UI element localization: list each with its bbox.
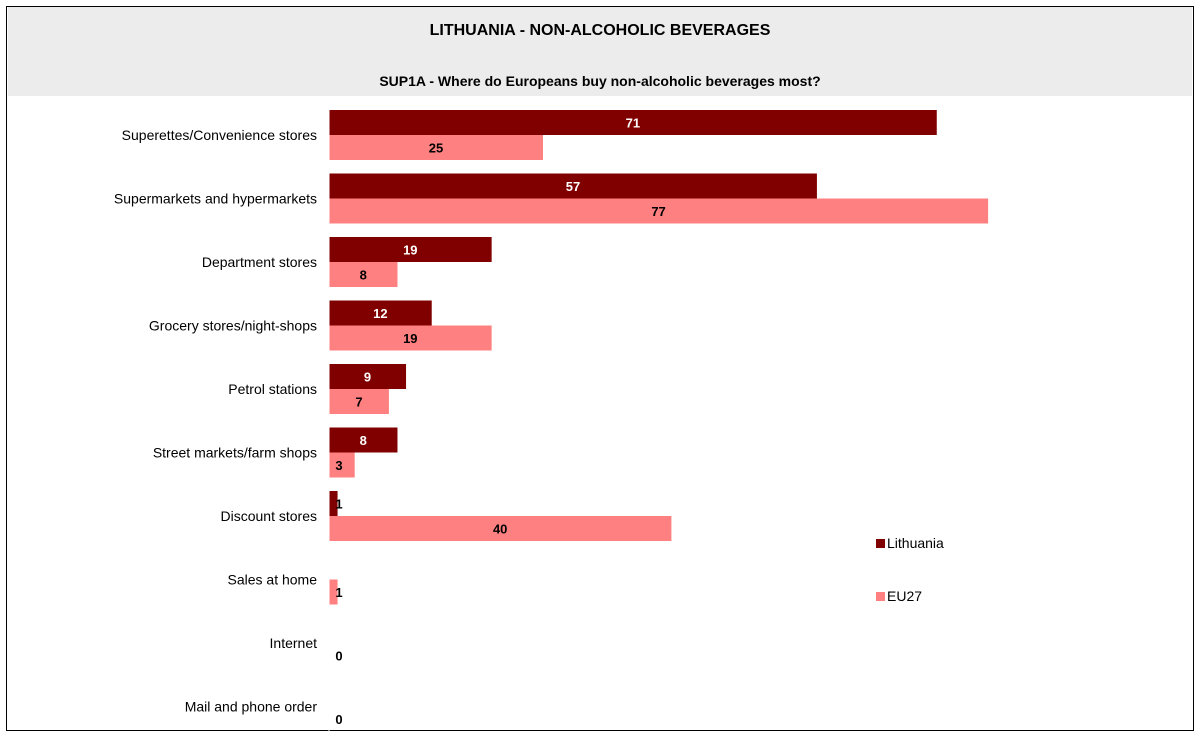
category-label: Mail and phone order	[185, 699, 318, 715]
bar-eu27	[329, 516, 672, 541]
bar-lithuania	[329, 491, 338, 516]
value-label: 8	[360, 268, 367, 283]
value-label: 12	[373, 306, 387, 321]
bar-lithuania	[329, 110, 937, 135]
value-label: 57	[566, 179, 580, 194]
chart-subtitle: SUP1A - Where do Europeans buy non-alcoh…	[379, 73, 821, 89]
value-label: 0	[335, 712, 342, 727]
value-label: 9	[364, 370, 371, 385]
bar-eu27	[329, 198, 989, 224]
category-label: Supermarkets and hypermarkets	[114, 191, 317, 207]
value-label: 0	[335, 649, 342, 664]
bar-eu27	[329, 262, 398, 287]
legend-label: EU27	[887, 588, 922, 604]
category-label: Petrol stations	[228, 381, 317, 397]
value-label: 71	[626, 116, 640, 131]
value-label: 19	[403, 331, 417, 346]
legend: Lithuania EU27	[876, 535, 944, 604]
value-label: 40	[493, 522, 507, 537]
legend-swatch	[876, 539, 885, 548]
category-label: Department stores	[202, 254, 317, 270]
legend-swatch	[876, 592, 885, 601]
category-label: Sales at home	[228, 572, 318, 588]
bar-lithuania	[329, 364, 407, 389]
bar-eu27	[329, 135, 543, 160]
bar-eu27	[329, 452, 355, 478]
bar-eu27	[329, 579, 338, 605]
plot-area: Superettes/Convenience stores7125Superma…	[114, 110, 989, 735]
chart-header: LITHUANIA - NON-ALCOHOLIC BEVERAGES SUP1…	[8, 7, 1192, 96]
legend-label: Lithuania	[887, 535, 944, 551]
value-label: 77	[651, 204, 665, 219]
bar-eu27	[329, 325, 492, 351]
value-label: 1	[335, 497, 342, 512]
category-label: Superettes/Convenience stores	[122, 127, 317, 143]
bar-lithuania	[329, 173, 817, 199]
value-label: 1	[335, 585, 342, 600]
bar-eu27	[329, 389, 389, 414]
category-label: Discount stores	[221, 508, 317, 524]
chart-title: LITHUANIA - NON-ALCOHOLIC BEVERAGES	[429, 22, 771, 39]
value-label: 8	[360, 433, 367, 448]
bar-lithuania	[329, 237, 492, 262]
value-label: 19	[403, 243, 417, 258]
category-label: Grocery stores/night-shops	[149, 318, 317, 334]
value-label: 7	[355, 395, 362, 410]
category-label: Internet	[270, 635, 318, 651]
value-label: 25	[429, 141, 443, 156]
value-label: 3	[335, 458, 342, 473]
bar-lithuania	[329, 427, 398, 453]
category-label: Street markets/farm shops	[153, 445, 317, 461]
bar-lithuania	[329, 300, 432, 326]
